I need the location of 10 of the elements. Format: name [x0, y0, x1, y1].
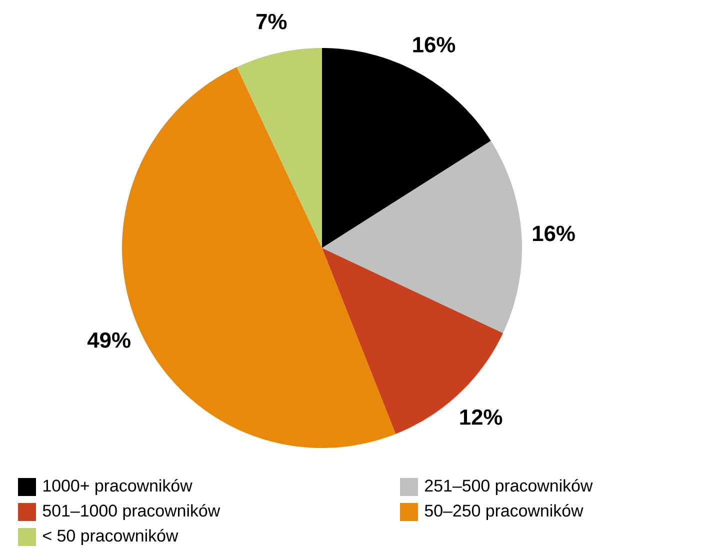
data-label: 16% [532, 226, 575, 242]
legend-label: 251–500 pracowników [425, 479, 593, 495]
data-label: 49% [87, 332, 130, 348]
legend-label: 501–1000 pracowników [42, 504, 220, 520]
data-label: 16% [413, 36, 456, 52]
data-label: 7% [256, 14, 287, 30]
legend-label: 50–250 pracowników [424, 504, 584, 520]
legend-label: 1000+ pracowników [43, 479, 192, 495]
legend-label: < 50 pracowników [43, 529, 178, 545]
data-label: 12% [460, 409, 502, 425]
